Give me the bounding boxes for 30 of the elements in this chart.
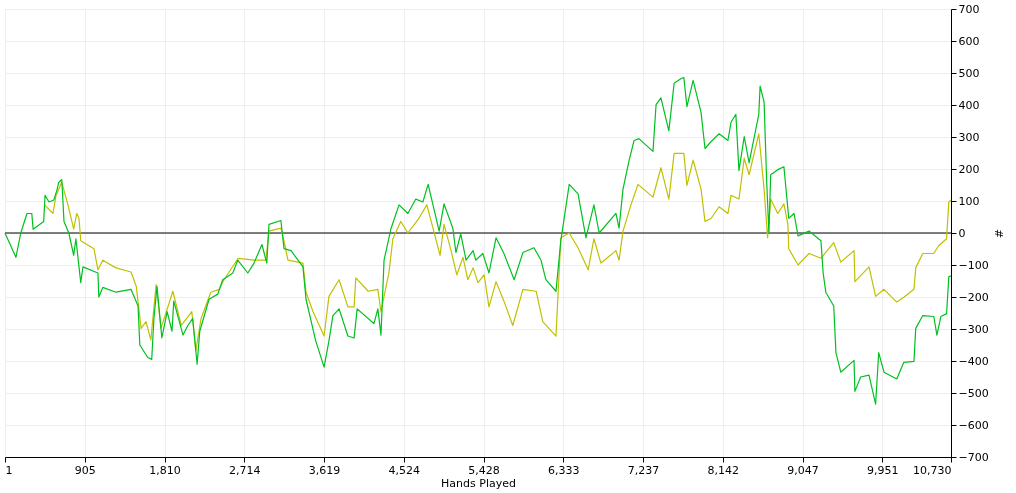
x-axis-title: Hands Played bbox=[441, 476, 516, 490]
x-tick-label: 8,142 bbox=[707, 463, 740, 477]
x-tick-label: 7,237 bbox=[627, 463, 660, 477]
x-tick-label: 6,333 bbox=[548, 463, 580, 477]
y-tick-label: −100 bbox=[958, 258, 989, 272]
x-tick-label: 10,730 bbox=[913, 463, 952, 477]
y-tick-label: 200 bbox=[958, 162, 980, 176]
y-axis-title: # bbox=[991, 228, 1005, 239]
y-tick-label: 700 bbox=[958, 2, 980, 16]
y-tick-label: −400 bbox=[958, 354, 989, 368]
x-tick-label: 3,619 bbox=[308, 463, 341, 477]
x-tick-label: 4,524 bbox=[388, 463, 421, 477]
y-tick-label: 300 bbox=[958, 130, 980, 144]
x-tick-label: 9,047 bbox=[787, 463, 819, 477]
x-tick-label: 1,810 bbox=[149, 463, 181, 477]
y-tick-label: 100 bbox=[958, 194, 980, 208]
x-tick-label: 905 bbox=[74, 463, 96, 477]
y-tick-label: 400 bbox=[958, 98, 980, 112]
x-tick-label: 5,428 bbox=[468, 463, 500, 477]
x-tick-label: 2,714 bbox=[228, 463, 261, 477]
y-tick-label: −700 bbox=[958, 450, 989, 464]
y-tick-label: −200 bbox=[958, 290, 989, 304]
y-tick-label: 600 bbox=[958, 34, 980, 48]
x-tick-label: 9,951 bbox=[867, 463, 899, 477]
y-tick-label: 0 bbox=[958, 226, 966, 240]
y-tick-label: −600 bbox=[958, 418, 989, 432]
y-tick-label: 500 bbox=[958, 66, 980, 80]
x-tick-label: 1 bbox=[5, 463, 13, 477]
y-tick-label: −500 bbox=[958, 386, 989, 400]
y-tick-label: −300 bbox=[958, 322, 989, 336]
